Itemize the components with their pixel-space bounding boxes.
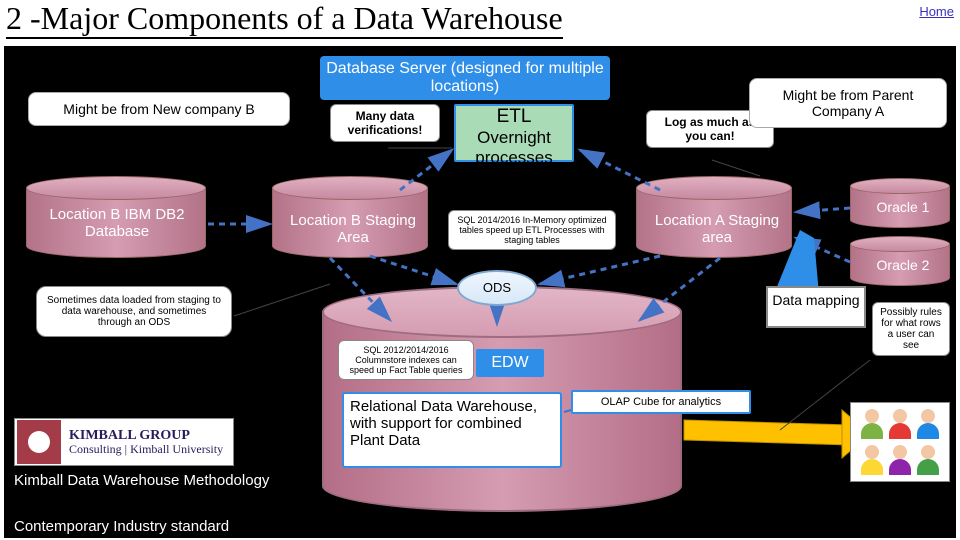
callout-sometimes: Sometimes data loaded from staging to da… xyxy=(36,286,232,337)
kimball-methodology-label: Kimball Data Warehouse Methodology xyxy=(14,472,269,489)
oracle1-label: Oracle 1 xyxy=(858,199,948,215)
edw-label: EDW xyxy=(476,349,544,377)
callout-new-company-b: Might be from New company B xyxy=(28,92,290,126)
callout-user-rules: Possibly rules for what rows a user can … xyxy=(872,302,950,356)
callout-sql-inmem: SQL 2014/2016 In-Memory optimized tables… xyxy=(448,210,616,250)
etl-line1: ETL xyxy=(456,106,572,128)
kimball-logo-text: KIMBALL GROUP Consulting | Kimball Unive… xyxy=(69,428,223,457)
industry-standard-label: Contemporary Industry standard xyxy=(14,518,229,535)
callout-log-text: Log as much as you can! xyxy=(665,115,756,143)
database-server-box: Database Server (designed for multiple l… xyxy=(320,56,610,100)
callout-sql-colstore: SQL 2012/2014/2016 Columnstore indexes c… xyxy=(338,340,474,380)
db2-label: Location B IBM DB2 Database xyxy=(32,206,202,240)
etl-box: ETL Overnight processes xyxy=(454,104,574,162)
callout-data-mapping: Data mapping xyxy=(766,286,866,328)
kimball-brand-top: KIMBALL GROUP xyxy=(69,428,223,443)
kimball-icon xyxy=(17,420,61,464)
callout-verifications-text: Many data verifications! xyxy=(348,109,423,137)
staging-b-label: Location B Staging Area xyxy=(278,212,428,246)
olap-cube-box: OLAP Cube for analytics xyxy=(571,390,751,414)
relational-dw-box: Relational Data Warehouse, with support … xyxy=(342,392,562,468)
ods-node: ODS xyxy=(457,270,537,306)
callout-verifications: Many data verifications! xyxy=(330,104,440,142)
home-link[interactable]: Home xyxy=(919,4,954,19)
staging-a-label: Location A Staging area xyxy=(642,212,792,246)
slide-title: 2 -Major Components of a Data Warehouse xyxy=(6,0,563,39)
kimball-logo: KIMBALL GROUP Consulting | Kimball Unive… xyxy=(14,418,234,466)
kimball-brand-bottom: Consulting | Kimball University xyxy=(69,443,223,456)
users-graphic xyxy=(850,402,950,482)
etl-line3: processes xyxy=(456,148,572,168)
oracle2-label: Oracle 2 xyxy=(858,257,948,273)
callout-parent-company-a: Might be from Parent Company A xyxy=(749,78,947,128)
etl-line2: Overnight xyxy=(456,128,572,148)
slide-canvas: 2 -Major Components of a Data Warehouse … xyxy=(0,0,960,540)
